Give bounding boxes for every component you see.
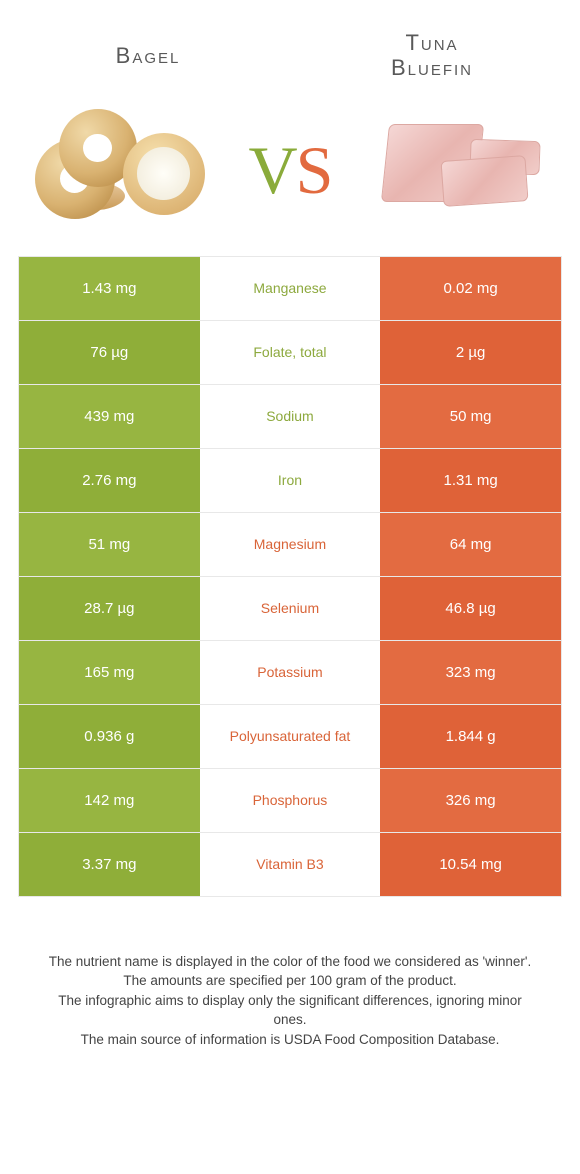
vs-label: VS xyxy=(249,131,332,210)
nutrient-label: Folate, total xyxy=(200,321,381,384)
value-right: 1.31 mg xyxy=(380,449,561,512)
value-right: 323 mg xyxy=(380,641,561,704)
value-right: 10.54 mg xyxy=(380,833,561,896)
value-right: 50 mg xyxy=(380,385,561,448)
table-row: 28.7 µgSelenium46.8 µg xyxy=(19,577,561,641)
value-left: 3.37 mg xyxy=(19,833,200,896)
value-left: 165 mg xyxy=(19,641,200,704)
table-row: 3.37 mgVitamin B310.54 mg xyxy=(19,833,561,897)
table-row: 0.936 gPolyunsaturated fat1.844 g xyxy=(19,705,561,769)
value-right: 1.844 g xyxy=(380,705,561,768)
value-left: 142 mg xyxy=(19,769,200,832)
table-row: 142 mgPhosphorus326 mg xyxy=(19,769,561,833)
comparison-table: 1.43 mgManganese0.02 mg76 µgFolate, tota… xyxy=(18,256,562,897)
footer-line: The main source of information is USDA F… xyxy=(48,1030,532,1050)
vs-s: S xyxy=(296,132,332,208)
nutrient-label: Magnesium xyxy=(200,513,381,576)
footer-line: The nutrient name is displayed in the co… xyxy=(48,952,532,972)
value-right: 326 mg xyxy=(380,769,561,832)
nutrient-label: Selenium xyxy=(200,577,381,640)
title-row: Bagel TunaBluefin xyxy=(18,20,562,101)
footer-notes: The nutrient name is displayed in the co… xyxy=(18,897,562,1050)
nutrient-label: Potassium xyxy=(200,641,381,704)
value-left: 76 µg xyxy=(19,321,200,384)
table-row: 165 mgPotassium323 mg xyxy=(19,641,561,705)
value-left: 2.76 mg xyxy=(19,449,200,512)
nutrient-label: Polyunsaturated fat xyxy=(200,705,381,768)
value-right: 46.8 µg xyxy=(380,577,561,640)
value-right: 2 µg xyxy=(380,321,561,384)
footer-line: The infographic aims to display only the… xyxy=(48,991,532,1030)
value-right: 64 mg xyxy=(380,513,561,576)
nutrient-label: Iron xyxy=(200,449,381,512)
nutrient-label: Manganese xyxy=(200,257,381,320)
value-right: 0.02 mg xyxy=(380,257,561,320)
tuna-image xyxy=(367,111,552,231)
bagel-image xyxy=(28,111,213,231)
nutrient-label: Sodium xyxy=(200,385,381,448)
table-row: 2.76 mgIron1.31 mg xyxy=(19,449,561,513)
value-left: 28.7 µg xyxy=(19,577,200,640)
table-row: 439 mgSodium50 mg xyxy=(19,385,561,449)
footer-line: The amounts are specified per 100 gram o… xyxy=(48,971,532,991)
title-right: TunaBluefin xyxy=(332,30,532,81)
table-row: 76 µgFolate, total2 µg xyxy=(19,321,561,385)
table-row: 51 mgMagnesium64 mg xyxy=(19,513,561,577)
nutrient-label: Phosphorus xyxy=(200,769,381,832)
value-left: 1.43 mg xyxy=(19,257,200,320)
table-row: 1.43 mgManganese0.02 mg xyxy=(19,257,561,321)
value-left: 439 mg xyxy=(19,385,200,448)
title-left: Bagel xyxy=(48,43,248,68)
hero-row: VS xyxy=(18,101,562,256)
vs-v: V xyxy=(249,132,296,208)
value-left: 51 mg xyxy=(19,513,200,576)
value-left: 0.936 g xyxy=(19,705,200,768)
nutrient-label: Vitamin B3 xyxy=(200,833,381,896)
